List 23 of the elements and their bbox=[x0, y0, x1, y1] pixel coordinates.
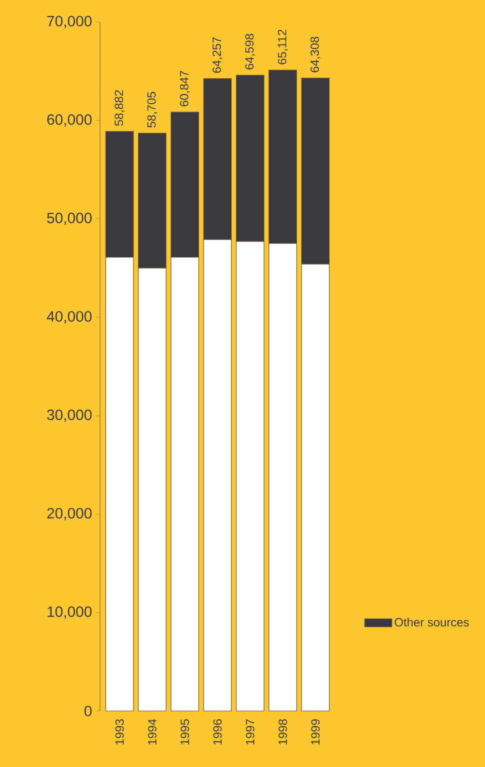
total-label: 65,112 bbox=[278, 30, 288, 64]
y-tick-label: 0 bbox=[84, 706, 92, 716]
x-tick-label: 1997 bbox=[246, 719, 254, 744]
x-tick-label: 1999 bbox=[311, 719, 320, 744]
y-tick-label: 70,000 bbox=[47, 16, 92, 28]
y-tick-label: 20,000 bbox=[47, 508, 92, 520]
legend-label: Other sources bbox=[394, 618, 469, 626]
x-tick-label: 1996 bbox=[213, 719, 222, 744]
x-tick-label: 1994 bbox=[148, 719, 156, 744]
total-label: 64,598 bbox=[245, 34, 256, 70]
y-tick-label: 40,000 bbox=[46, 311, 92, 324]
x-tick-label: 1998 bbox=[278, 719, 287, 744]
x-tick-label: 1993 bbox=[115, 719, 124, 744]
y-tick-label: 60,000 bbox=[47, 114, 92, 127]
total-label: 64,308 bbox=[310, 36, 320, 72]
x-tick-label: 1995 bbox=[180, 719, 190, 744]
total-label: 64,257 bbox=[212, 37, 222, 73]
y-tick-label: 50,000 bbox=[47, 212, 92, 226]
y-tick-label: 30,000 bbox=[47, 410, 92, 422]
y-tick-label: 10,000 bbox=[48, 606, 92, 619]
total-label: 60,847 bbox=[180, 70, 190, 106]
total-label: 58,705 bbox=[147, 92, 158, 128]
total-label: 58,882 bbox=[114, 90, 125, 126]
